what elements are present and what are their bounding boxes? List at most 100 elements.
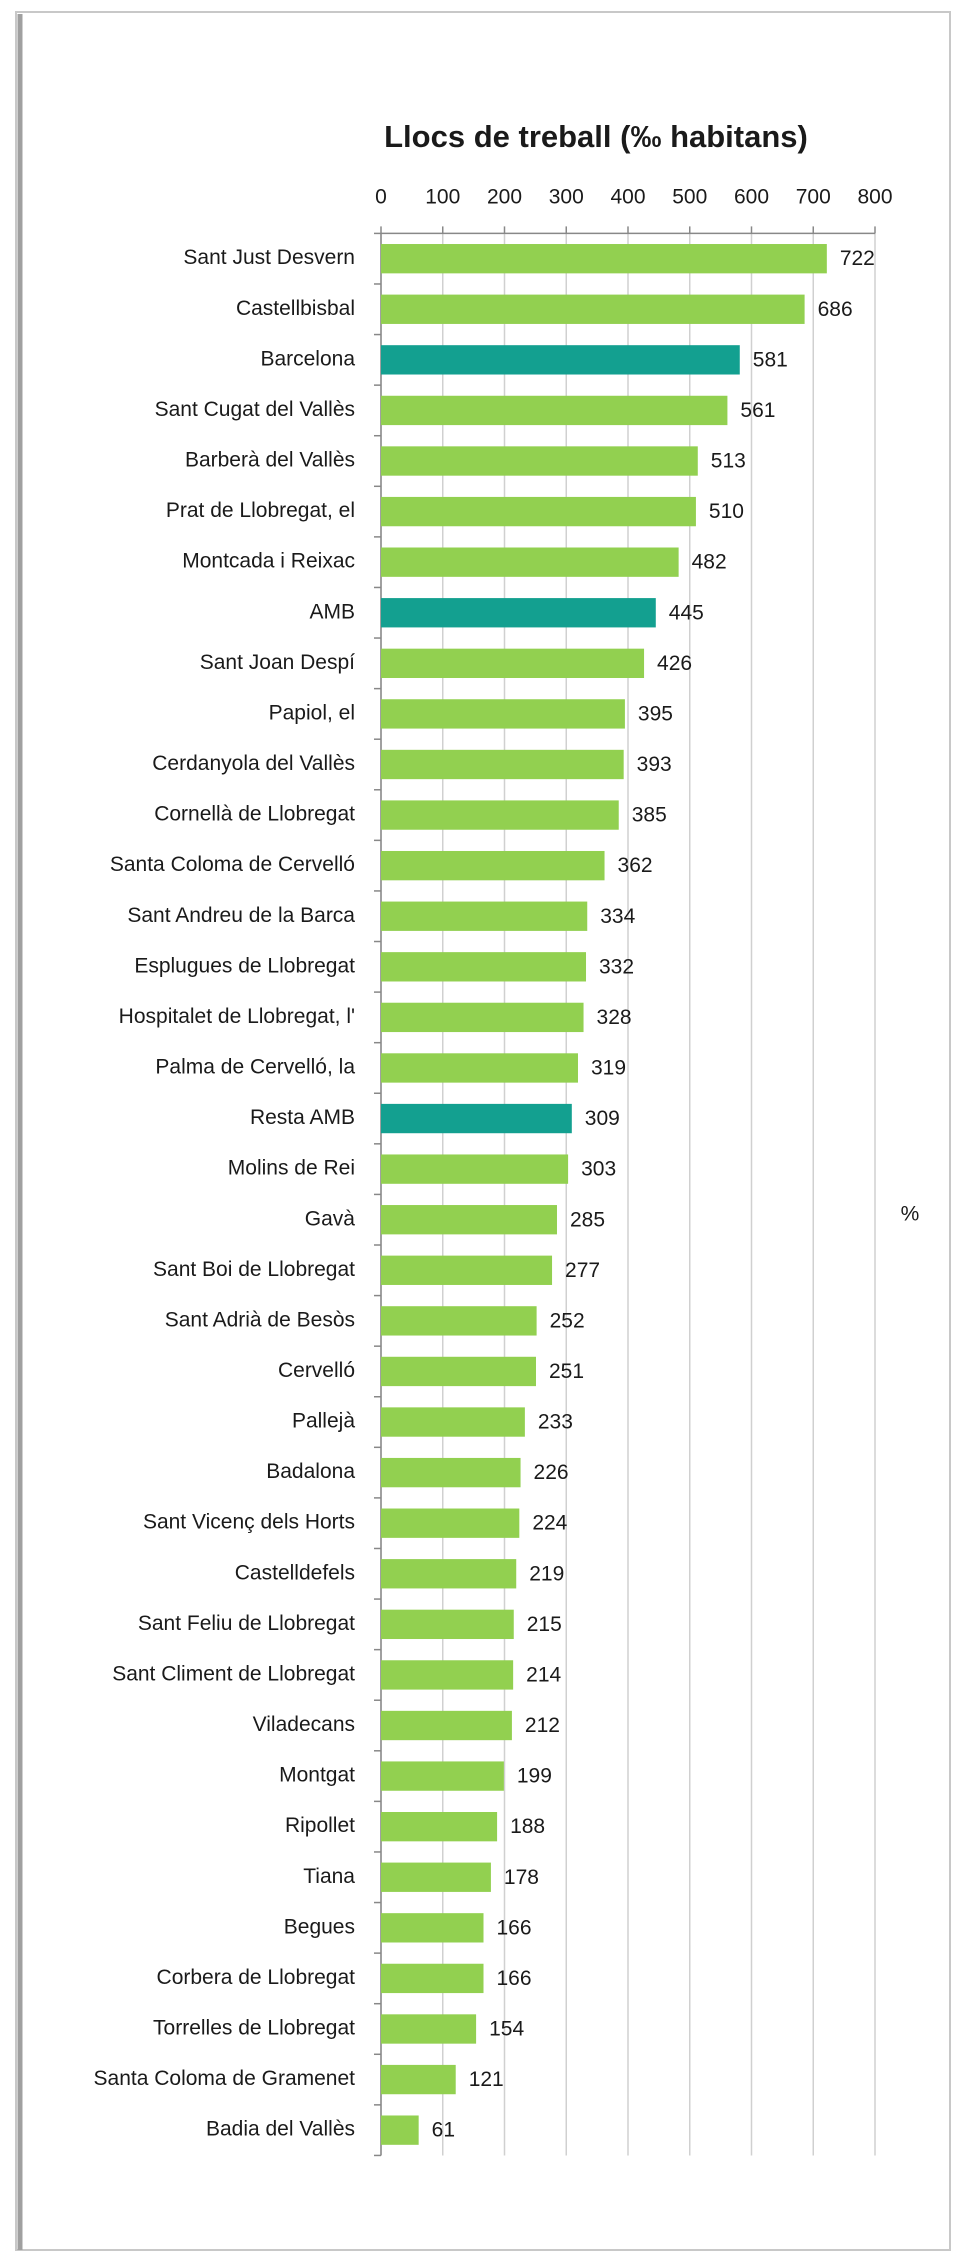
- y-tick-label: Santa Coloma de Cervelló: [110, 853, 355, 876]
- bar: [381, 1862, 491, 1892]
- bar: [381, 2064, 456, 2095]
- value-label: 482: [692, 551, 727, 574]
- bar: [381, 446, 698, 476]
- value-label: 154: [489, 2018, 524, 2041]
- chart-title: Llocs de treball (‰ habitans): [384, 119, 808, 154]
- bar: [381, 1205, 557, 1235]
- bar: [381, 1710, 512, 1741]
- y-tick-label: AMB: [309, 600, 355, 623]
- x-tick-label: 300: [549, 186, 584, 209]
- value-label: 212: [525, 1714, 560, 1737]
- y-tick-label: Ripollet: [285, 1814, 355, 1837]
- y-tick-label: Castelldefels: [235, 1561, 355, 1584]
- value-label: 166: [497, 1967, 532, 1990]
- y-tick-label: Barcelona: [260, 347, 355, 370]
- value-label: 395: [638, 702, 673, 725]
- y-tick-label: Tiana: [303, 1865, 355, 1888]
- value-label: 362: [618, 854, 653, 877]
- y-tick-label: Montcada i Reixac: [182, 550, 355, 573]
- bar: [381, 901, 588, 931]
- y-tick-label: Esplugues de Llobregat: [134, 954, 355, 977]
- x-tick-label: 500: [672, 186, 707, 209]
- bar: [381, 2115, 419, 2145]
- x-tick-label: 800: [857, 186, 892, 209]
- bar: [381, 749, 624, 780]
- value-label: 393: [637, 753, 672, 776]
- bar: [381, 800, 619, 830]
- bar: [381, 1002, 584, 1033]
- value-label: 224: [532, 1512, 567, 1535]
- value-label: 303: [581, 1158, 616, 1181]
- y-tick-label: Barberà del Vallès: [185, 449, 355, 472]
- value-label: 510: [709, 500, 744, 523]
- value-label: 285: [570, 1208, 605, 1231]
- value-label: 328: [597, 1006, 632, 1029]
- value-label: 226: [534, 1461, 569, 1484]
- y-tick-label: Begues: [284, 1915, 355, 1938]
- value-label: 252: [550, 1309, 585, 1332]
- value-label: 513: [711, 450, 746, 473]
- y-tick-label: Pallejà: [292, 1410, 355, 1433]
- value-label: 334: [600, 905, 635, 928]
- bar: [381, 952, 587, 982]
- value-label: 178: [504, 1866, 539, 1889]
- bar: [381, 1053, 578, 1083]
- y-tick-label: Sant Cugat del Vallès: [155, 398, 355, 421]
- y-tick-label: Hospitalet de Llobregat, l': [119, 1005, 355, 1028]
- y-tick-label: Viladecans: [253, 1713, 355, 1736]
- value-label: 121: [469, 2068, 504, 2091]
- bar: [381, 1559, 517, 1589]
- y-tick-label: Sant Boi de Llobregat: [153, 1258, 355, 1281]
- bar: [381, 395, 728, 426]
- y-tick-label: Corbera de Llobregat: [157, 1966, 356, 1989]
- value-label: 581: [753, 348, 788, 371]
- x-tick-label: 200: [487, 186, 522, 209]
- value-label: 166: [497, 1916, 532, 1939]
- y-tick-label: Gavà: [305, 1207, 356, 1230]
- y-tick-label: Prat de Llobregat, el: [166, 499, 355, 522]
- bar: [381, 1407, 525, 1437]
- bar: [381, 1154, 569, 1184]
- bar: [381, 496, 696, 527]
- value-label: 61: [432, 2119, 455, 2142]
- bar: [381, 1913, 484, 1943]
- x-tick-label: 0: [375, 186, 387, 209]
- bar: [381, 244, 827, 274]
- x-tick-label: 100: [425, 186, 460, 209]
- bar: [381, 1963, 484, 1994]
- y-tick-label: Sant Adrià de Besòs: [165, 1308, 355, 1331]
- bar: [381, 294, 805, 324]
- bar: [381, 1660, 514, 1690]
- value-label: 445: [669, 601, 704, 624]
- y-tick-label: Resta AMB: [250, 1106, 355, 1129]
- y-tick-label: Cervelló: [278, 1359, 355, 1382]
- bar: [381, 1609, 514, 1640]
- value-label: 309: [585, 1107, 620, 1130]
- bar: [381, 1761, 504, 1791]
- value-label: 199: [517, 1765, 552, 1788]
- bar: [381, 850, 605, 881]
- x-tick-label: 400: [610, 186, 645, 209]
- bar: [381, 1508, 520, 1538]
- bar: [381, 1457, 521, 1488]
- y-tick-label: Torrelles de Llobregat: [153, 2017, 355, 2040]
- bar: [381, 1255, 553, 1285]
- y-tick-label: Cornellà de Llobregat: [154, 803, 355, 826]
- y-tick-label: Castellbisbal: [236, 297, 355, 320]
- y-tick-label: Sant Vicenç dels Horts: [143, 1511, 355, 1534]
- bar: [381, 699, 625, 729]
- x-tick-label: 700: [796, 186, 831, 209]
- bar: [381, 598, 656, 628]
- y-tick-label: Palma de Cervelló, la: [155, 1056, 355, 1079]
- value-label: 561: [740, 399, 775, 422]
- bar: [381, 648, 645, 678]
- y-tick-label: Molins de Rei: [228, 1157, 355, 1180]
- y-tick-label: Montgat: [279, 1764, 355, 1787]
- y-tick-label: Sant Feliu de Llobregat: [138, 1612, 355, 1635]
- value-label: 277: [565, 1259, 600, 1282]
- y-tick-label: Sant Climent de Llobregat: [112, 1662, 355, 1685]
- bar: [381, 2014, 477, 2044]
- value-label: 188: [510, 1815, 545, 1838]
- y-tick-label: Santa Coloma de Gramenet: [94, 2067, 356, 2090]
